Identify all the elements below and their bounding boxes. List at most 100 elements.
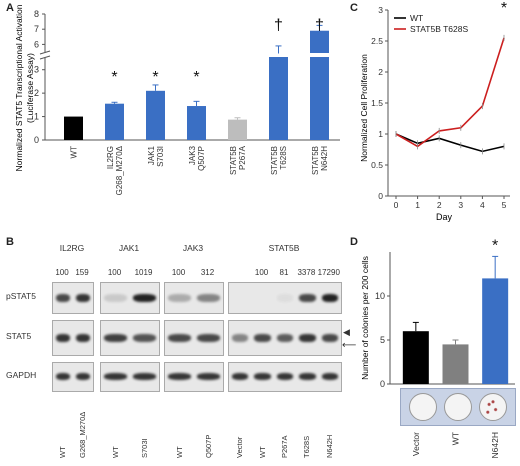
blot-panel xyxy=(164,320,224,356)
blot-band xyxy=(76,294,90,302)
axis-break-gap xyxy=(41,52,49,58)
significance-marker: * xyxy=(492,237,498,254)
panel-d-chart: Number of colonies per 200 cells 0 5 10 Vec… xyxy=(360,237,515,458)
panel-c-letter: C xyxy=(350,2,358,14)
category-label-line: P267A xyxy=(238,145,247,170)
category-label: STAT5B T628S xyxy=(270,146,288,175)
blot-panel xyxy=(228,362,342,392)
blot-band xyxy=(299,373,316,380)
blot-panel xyxy=(228,282,342,314)
blot-quant-value: 100 xyxy=(55,268,69,277)
blot-quant-value: 100 xyxy=(107,268,122,277)
blot-band xyxy=(104,373,127,380)
category-label: IL2RG G268_M270Δ xyxy=(106,145,124,195)
significance-marker: * xyxy=(193,69,199,86)
blot-panel xyxy=(52,282,94,314)
blot-group-title: JAK1 xyxy=(118,243,140,253)
blot-panel xyxy=(164,282,224,314)
category-label: WT xyxy=(451,432,461,445)
blot-band xyxy=(76,334,90,342)
blot-band xyxy=(276,294,294,302)
x-tick-label: 1 xyxy=(415,200,420,210)
blot-lane-label: WT xyxy=(174,446,184,458)
blot-group-title: STAT5B xyxy=(268,243,300,253)
category-label: STAT5B P267A xyxy=(229,145,247,175)
blot-band xyxy=(254,334,271,342)
category-label-line: G268_M270Δ xyxy=(115,145,124,195)
axis-break-mark xyxy=(39,55,51,60)
colony-dish-n642h xyxy=(479,393,507,421)
panel-c-ylabel: Normalized Cell Proliferation xyxy=(359,54,369,162)
category-label-text: N642H xyxy=(490,432,500,458)
y-tick-label: 1 xyxy=(34,112,39,122)
category-label-line: STAT5B xyxy=(229,146,238,175)
blot-band xyxy=(104,334,127,342)
blot-panel xyxy=(164,362,224,392)
panel-b-letter: B xyxy=(6,236,14,248)
panel-a-letter: A xyxy=(6,2,14,14)
blot-panel xyxy=(52,362,94,392)
series-line xyxy=(395,37,505,148)
significance-marker: * xyxy=(111,69,117,86)
axis-break-mark xyxy=(39,50,51,55)
panel-a-ylabel-sub: (Luciferase Assay) xyxy=(25,53,35,123)
blot-band xyxy=(56,373,70,380)
y-tick-label: 0 xyxy=(34,135,39,145)
category-label: N642H xyxy=(490,432,500,458)
blot-row-label: pSTAT5 xyxy=(6,291,36,301)
blot-band xyxy=(56,294,70,302)
blot-band xyxy=(168,294,191,302)
y-tick-label: 0 xyxy=(378,191,383,201)
bar xyxy=(402,331,429,384)
blot-band xyxy=(299,294,316,302)
bar xyxy=(228,119,247,140)
blot-lane-label: T628S xyxy=(302,435,312,458)
y-tick-label: 10 xyxy=(375,291,385,301)
x-tick-label: 2 xyxy=(437,200,442,210)
category-label-line: STAT5B xyxy=(270,146,279,175)
panel-a-ylabel: Normalized STAT5 Transcriptional Activat… xyxy=(14,4,24,171)
y-tick-label: 0 xyxy=(380,379,385,389)
blot-lane-label: WT xyxy=(110,446,120,458)
bar-break xyxy=(309,53,330,57)
blot-lane-label: Vector xyxy=(235,436,245,458)
category-label: Vector xyxy=(411,432,421,456)
blot-band xyxy=(104,294,127,302)
blot-band xyxy=(197,334,220,342)
blot-band xyxy=(321,294,338,302)
y-tick-label: 3 xyxy=(34,65,39,75)
bar xyxy=(105,103,124,140)
colony-dish-wt xyxy=(444,393,472,421)
y-tick-label: 5 xyxy=(380,335,385,345)
legend-label: WT xyxy=(410,13,423,23)
blot-lane-label: S703I xyxy=(139,438,149,458)
y-tick-label: 2 xyxy=(378,67,383,77)
blot-band xyxy=(133,334,156,342)
blot-band xyxy=(232,334,249,342)
colony-dish-vector xyxy=(409,393,437,421)
blot-band xyxy=(299,334,316,342)
x-tick-label: 3 xyxy=(458,200,463,210)
x-tick-label: 4 xyxy=(480,200,485,210)
category-label-line: JAK3 xyxy=(188,145,197,165)
blot-panel xyxy=(228,320,342,356)
blot-lane-label: Q507P xyxy=(203,434,213,458)
panel-c-chart: Normalized Cell Proliferation Day 0 0.5 1 1… xyxy=(359,0,510,222)
panel-d-ylabel: Number of colonies per 200 cells xyxy=(360,256,370,380)
y-tick-label: 8 xyxy=(34,9,39,19)
blot-panel xyxy=(100,320,160,356)
y-tick-label: 3 xyxy=(378,5,383,15)
blot-quant-value: 1019 xyxy=(134,268,153,277)
blot-band xyxy=(56,334,70,342)
series-line xyxy=(395,133,505,153)
bar xyxy=(310,30,329,140)
blot-band xyxy=(168,373,191,380)
blot-band xyxy=(254,373,271,380)
bar xyxy=(442,344,469,384)
blot-group-title: IL2RG xyxy=(59,243,85,253)
bar xyxy=(64,116,83,140)
blot-band xyxy=(133,373,156,380)
blot-band xyxy=(276,334,294,342)
blot-quant-value: 3378 xyxy=(297,268,316,277)
category-label: WT xyxy=(70,146,79,159)
